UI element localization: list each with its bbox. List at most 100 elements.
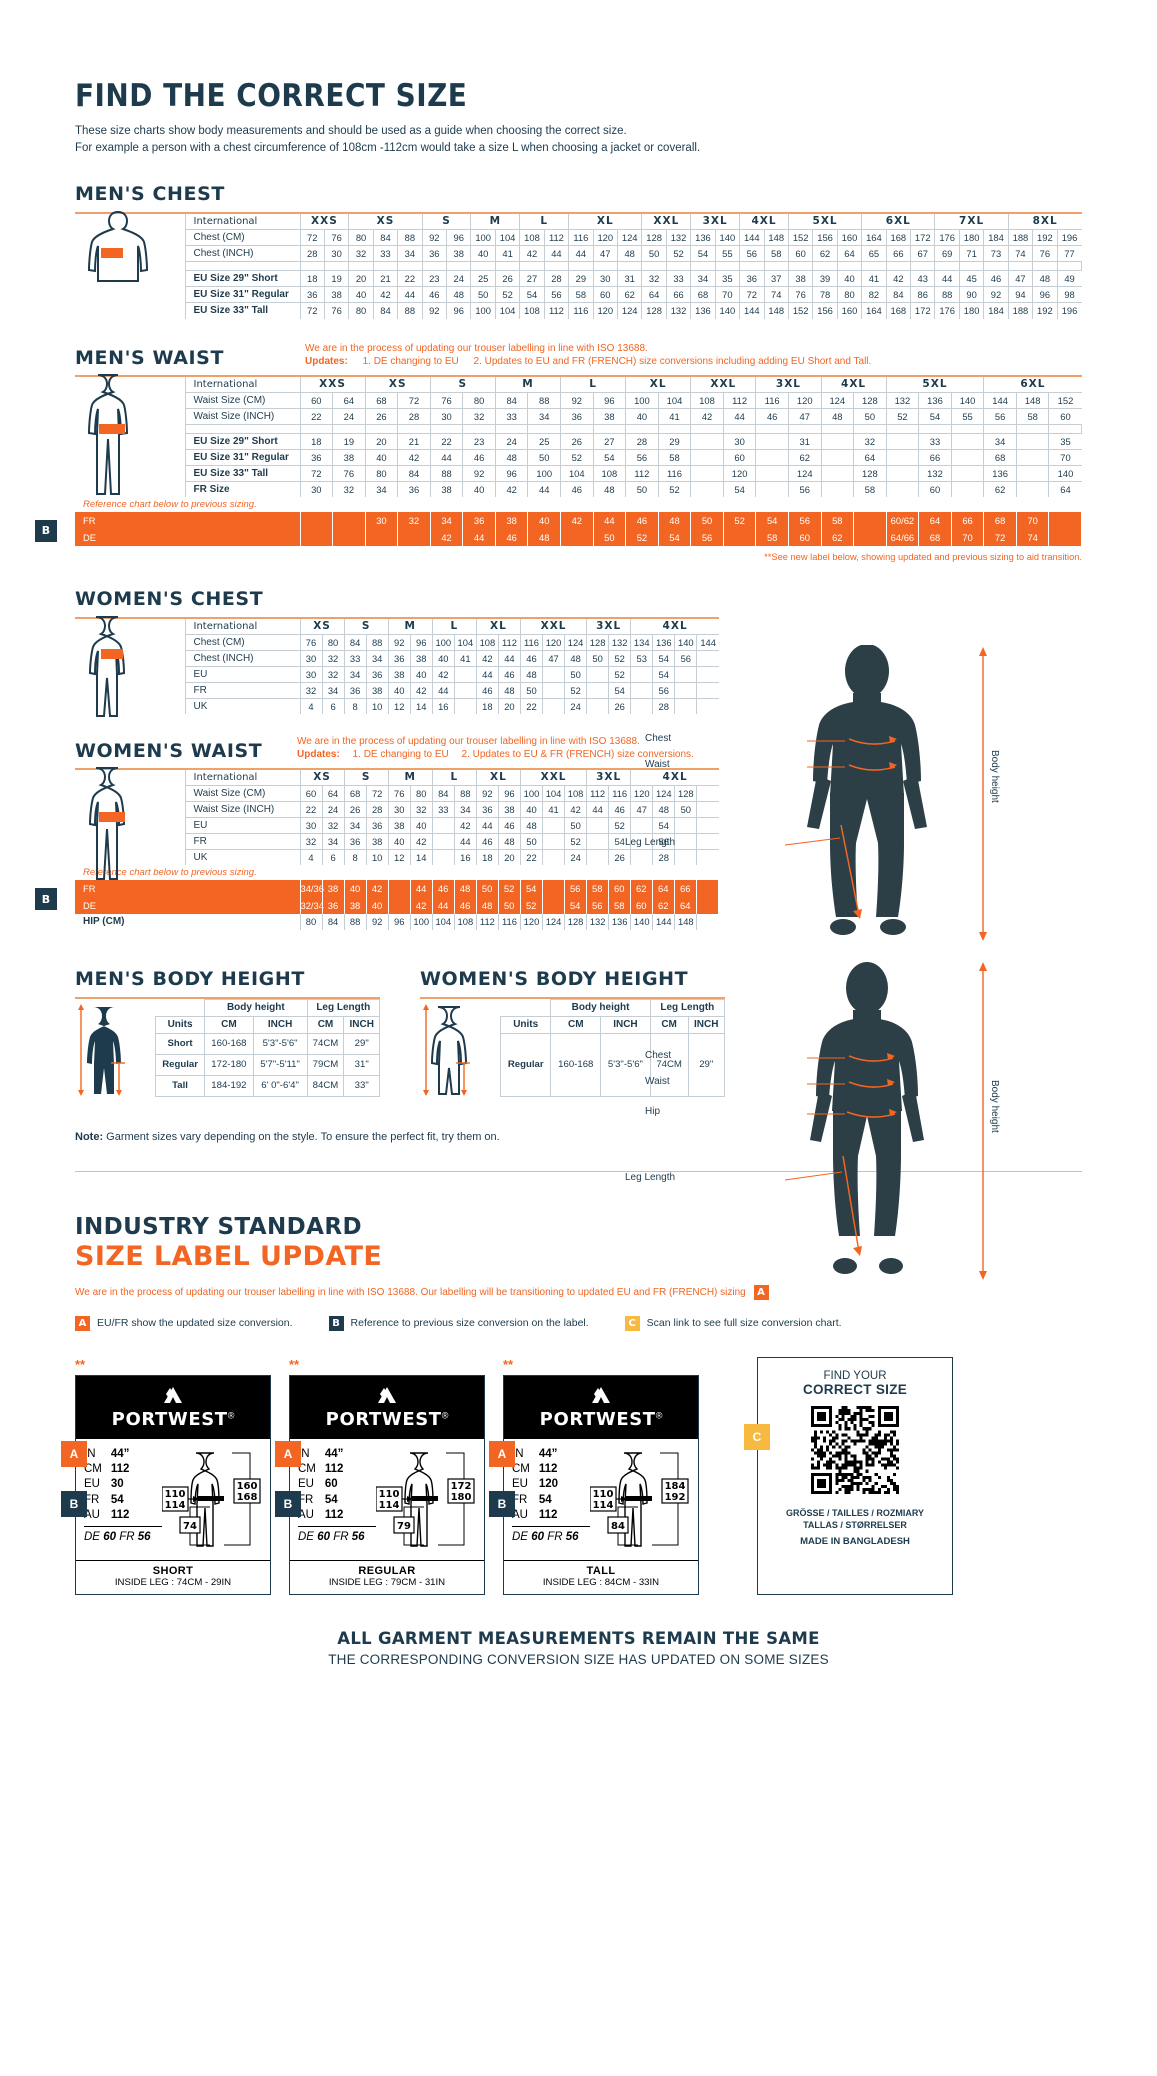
cell: 5'3"-5'6" <box>252 1032 308 1055</box>
cell: 44 <box>397 286 423 303</box>
cell: 12 <box>388 849 411 866</box>
cell: 44 <box>723 408 757 425</box>
svg-text:110: 110 <box>593 1489 614 1500</box>
section-title-mens-chest: MEN'S CHEST <box>75 183 225 206</box>
cell <box>674 698 698 714</box>
cell: 34 <box>430 511 464 529</box>
cell: 40 <box>462 481 496 497</box>
cell: 72 <box>300 229 325 246</box>
cell: 42 <box>476 650 499 667</box>
cell: 46 <box>476 682 499 699</box>
cell: 46 <box>520 650 544 667</box>
inside-leg-text: INSIDE LEG : 79CM - 31IN <box>328 1576 446 1588</box>
spec-row: AU 112 <box>512 1508 558 1523</box>
cell: 64 <box>853 449 887 466</box>
cell <box>1048 511 1082 529</box>
cell: 116 <box>520 634 544 651</box>
figure-cell <box>75 376 186 393</box>
column-header-3xl: 3XL <box>586 618 632 635</box>
cell: 50 <box>564 666 588 683</box>
row-label: DE <box>75 897 301 915</box>
column-header-5xl: 5XL <box>788 214 863 231</box>
cell: 74 <box>764 286 789 303</box>
row-label: FR <box>75 511 301 529</box>
cell <box>586 682 610 699</box>
cell: 77 <box>1064 248 1075 260</box>
column-header-l: L <box>560 376 627 393</box>
cell <box>365 528 399 546</box>
mens-waist-table-wrap: International XXS XS S M L XL XXL 3XL 4XL 5XL 6XL W… <box>35 373 1082 562</box>
figure-cell <box>75 769 186 786</box>
cell <box>951 481 985 497</box>
cell: 25 <box>470 270 496 287</box>
cell <box>674 666 698 683</box>
cell: 60 <box>918 481 952 497</box>
cell: 36 <box>300 286 325 303</box>
spec-row: AU 112 <box>298 1508 343 1523</box>
cell: 32 <box>300 682 323 699</box>
legend-item-c: C Scan link to see full size conversion c… <box>624 1315 842 1331</box>
cell: 32 <box>641 270 667 287</box>
fr-value: 56 <box>351 1531 365 1544</box>
cell: 24 <box>322 801 345 818</box>
cell: 12 <box>388 698 411 714</box>
sub-header: INCH <box>343 1015 380 1034</box>
cell: 36 <box>462 511 496 529</box>
womens-waist-update-2: 2. Updates to EU & FR (FRENCH) size conv… <box>461 748 694 760</box>
fr-label: FR <box>119 1531 135 1544</box>
cell: 42 <box>495 481 529 497</box>
cell: 72 <box>397 392 431 409</box>
svg-text:192: 192 <box>665 1492 686 1503</box>
cell: 42 <box>373 286 399 303</box>
table-row: FR 32 34 36 38 40 42 44 46 48 50 52 54 56 <box>75 833 719 850</box>
cell: 92 <box>983 286 1009 303</box>
column-header-xxs: XXS <box>300 376 366 393</box>
cell: 74CM <box>306 1032 345 1055</box>
column-header-s: S <box>344 618 389 635</box>
cell: 41 <box>542 801 566 818</box>
cell <box>586 833 610 850</box>
fit-length-name: REGULAR <box>358 1564 416 1577</box>
cell: 48 <box>593 481 627 497</box>
cell: 78 <box>812 286 838 303</box>
cell: 48 <box>564 650 588 667</box>
cell <box>755 481 789 497</box>
cell: 43 <box>910 270 936 287</box>
cell: 28 <box>652 698 676 714</box>
cell: 108 <box>564 785 588 802</box>
spec-key: AU <box>512 1508 528 1521</box>
row-label: Waist Size (INCH) <box>185 801 301 818</box>
cell: 108 <box>519 302 545 319</box>
table-row: Chest (INCH) 30 32 33 34 36 38 40 41 42 44 46 47 48 50… <box>75 650 719 667</box>
cell: 152 <box>788 229 814 246</box>
column-header-xs: XS <box>348 214 423 231</box>
cell: 34 <box>322 682 345 699</box>
badge-b-card: B <box>61 1490 87 1517</box>
womens-waist-table-wrap: International XS S M L XL XXL 3XL 4XL Waist Size… <box>35 766 720 930</box>
cell: 40 <box>365 449 399 466</box>
cell <box>674 833 698 850</box>
cell: 47 <box>1008 270 1034 287</box>
cell: 36 <box>397 481 431 497</box>
cell: 42 <box>410 682 433 699</box>
cell: 56 <box>564 880 587 898</box>
cell: 14 <box>410 849 433 866</box>
cell: 22 <box>300 801 323 818</box>
cell: 52 <box>564 682 588 699</box>
cell: 58 <box>586 880 609 898</box>
cell: 124 <box>542 914 566 930</box>
cell <box>951 433 985 450</box>
column-header-s: S <box>422 214 472 231</box>
cell: 90 <box>959 286 985 303</box>
cell: 92 <box>422 229 448 246</box>
cell: 96 <box>1032 286 1058 303</box>
cell: 32 <box>410 801 433 818</box>
cell: 112 <box>498 634 521 651</box>
cell: 16 <box>432 698 455 714</box>
column-header-s: S <box>430 376 496 393</box>
cell: 132 <box>918 465 952 482</box>
cell: 176 <box>934 229 960 246</box>
cell: 88 <box>344 914 367 930</box>
cell: 66 <box>918 449 952 466</box>
cell: 50 <box>498 897 521 915</box>
